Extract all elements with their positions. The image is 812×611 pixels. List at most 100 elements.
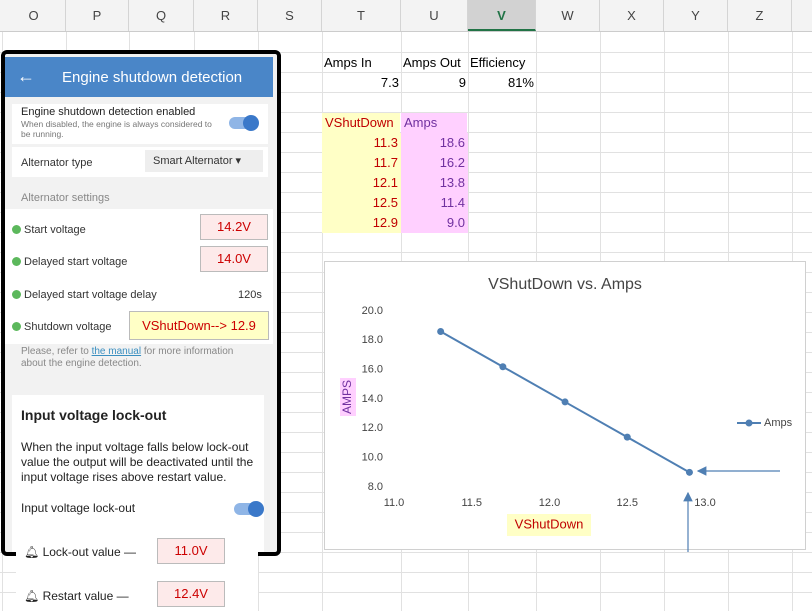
cell: 12.5 — [322, 193, 401, 213]
cell: 12.1 — [322, 173, 401, 193]
y-tick-label: 14.0 — [362, 393, 383, 405]
column-header: Z — [728, 0, 792, 31]
card: Input voltage lock-out When the input vo… — [12, 395, 264, 552]
row-label: Start voltage — [12, 224, 86, 236]
phone: ← Engine shutdown detection Engine shutd… — [1, 50, 281, 556]
point — [623, 433, 631, 441]
legend-label: Amps — [764, 417, 793, 429]
y-tick-label: 8.0 — [368, 481, 383, 493]
column-header: Q — [129, 0, 194, 31]
x-axis-label: VShutDown — [515, 516, 584, 531]
x-tick-label: 12.0 — [539, 497, 560, 509]
value-box[interactable]: 11.0V — [157, 538, 225, 564]
y-tick-label: 10.0 — [362, 452, 383, 464]
column-header: W — [536, 0, 600, 31]
label: Input voltage lock-out — [21, 501, 136, 515]
x-tick-label: 12.5 — [617, 497, 638, 509]
cell: Efficiency — [470, 53, 534, 72]
cell: 7.3 — [324, 73, 399, 92]
cell: 11.7 — [322, 153, 401, 173]
value-box[interactable]: 14.0V — [200, 246, 268, 272]
column-header: U — [401, 0, 468, 31]
grid-line — [322, 32, 323, 611]
cell: VShutDown — [322, 113, 400, 133]
label-text: Lock-out value — [42, 545, 121, 559]
y-tick-label: 12.0 — [362, 422, 383, 434]
column-header: Y — [664, 0, 728, 31]
heading: Input voltage lock-out — [21, 407, 167, 423]
y-tick-label: 18.0 — [362, 334, 383, 346]
card: Alternator type Smart Alternator ▾ — [12, 147, 268, 177]
back-icon[interactable]: ← — [17, 66, 35, 86]
cell: 9 — [403, 73, 466, 92]
card: Engine shutdown detection enabled When d… — [12, 104, 268, 144]
row-label: Shutdown voltage — [12, 321, 111, 333]
x-tick-label: 11.5 — [461, 497, 482, 509]
label: Delayed start voltage — [24, 256, 128, 268]
point — [685, 468, 693, 476]
chart-title: VShutDown vs. Amps — [488, 276, 642, 293]
cell: Amps Out — [403, 53, 466, 72]
point — [437, 328, 445, 336]
label-highlight — [507, 514, 591, 536]
note-text: Please, refer to — [21, 346, 89, 357]
cell: 12.9 — [322, 213, 401, 233]
column-header: R — [194, 0, 258, 31]
value-box[interactable]: 12.4V — [157, 581, 225, 607]
dropdown[interactable]: Smart Alternator ▾ — [145, 150, 263, 172]
grid-line — [0, 252, 812, 253]
label: Shutdown voltage — [24, 321, 112, 333]
grid-line — [0, 552, 812, 553]
grid-line — [0, 112, 812, 113]
grid-line — [0, 72, 812, 73]
cell: 18.6 — [401, 133, 468, 153]
overflow-card: 🔔︎ Lock-out value — 11.0V 🔔︎ Restart val… — [16, 536, 258, 611]
header-row — [0, 0, 812, 32]
label: Alternator type — [21, 157, 93, 169]
point — [499, 363, 507, 371]
row-label: Delayed start voltage delay — [12, 289, 157, 301]
column-header: S — [258, 0, 322, 31]
grid-line — [0, 52, 812, 53]
value: 120s — [238, 289, 262, 301]
app-title: Engine shutdown detection — [62, 69, 243, 86]
label: Engine shutdown detection enabled — [21, 106, 196, 118]
y-tick-label: 20.0 — [362, 305, 383, 317]
value-box[interactable]: 14.2V — [200, 214, 268, 240]
column-header: X — [600, 0, 664, 31]
section-label: Alternator settings — [21, 192, 110, 204]
paragraph: When the input voltage falls below lock-… — [21, 440, 254, 484]
label-highlight — [340, 378, 356, 416]
y-tick-label: 16.0 — [362, 364, 383, 376]
app-bar: ← Engine shutdown detection — [5, 57, 273, 97]
label-text: Restart value — [42, 589, 114, 603]
column-header: T — [322, 0, 401, 31]
y-axis-label: AMPS — [340, 380, 354, 414]
legend-marker — [745, 419, 753, 427]
column-header: O — [2, 0, 66, 31]
label: Delayed start voltage delay — [24, 289, 157, 301]
label: Start voltage — [24, 224, 86, 236]
cell: 81% — [470, 73, 534, 92]
label: 🔔︎ Lock-out value — — [24, 545, 136, 559]
note: Please, refer to the manual for more inf… — [21, 346, 256, 370]
cell: Amps In — [324, 53, 399, 72]
link[interactable]: the manual — [91, 346, 142, 357]
cell: 16.2 — [401, 153, 468, 173]
toggle[interactable] — [234, 501, 264, 517]
value-box[interactable]: VShutDown--> 12.9 — [129, 311, 269, 340]
dropdown-value: Smart Alternator — [153, 155, 233, 167]
grid-line — [0, 592, 812, 593]
hint: When disabled, the engine is always cons… — [21, 119, 212, 139]
cell: 11.4 — [401, 193, 468, 213]
column-header: V — [468, 0, 536, 31]
x-tick-label: 11.0 — [384, 497, 405, 509]
grid-line — [0, 92, 812, 93]
cell: 11.3 — [322, 133, 401, 153]
cell: 13.8 — [401, 173, 468, 193]
cell: 9.0 — [401, 213, 468, 233]
toggle[interactable] — [229, 115, 259, 131]
cell: Amps — [401, 113, 467, 133]
chart: VShutDown vs. Amps AMPS VShutDown 8.0 10.… — [324, 261, 806, 550]
